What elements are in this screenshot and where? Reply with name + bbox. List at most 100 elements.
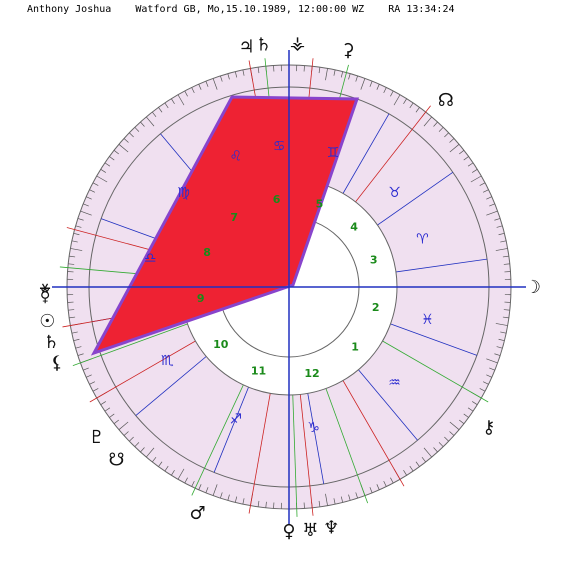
degree-tick (423, 116, 432, 127)
degree-tick (318, 67, 321, 74)
degree-tick (369, 487, 373, 493)
sign-libra: ♎ (144, 250, 157, 266)
degree-tick (134, 127, 140, 132)
sun-icon: ☉ (39, 311, 55, 332)
degree-tick (449, 138, 455, 143)
degree-tick (80, 210, 92, 216)
degree-tick (129, 436, 134, 442)
degree-tick (318, 500, 321, 507)
degree-tick (92, 388, 99, 392)
degree-tick (393, 94, 401, 106)
degree-tick (123, 138, 129, 143)
house-number-9: 9 (197, 292, 205, 305)
degree-tick (92, 182, 99, 186)
degree-tick (191, 480, 195, 487)
degree-tick (68, 263, 75, 265)
degree-tick (433, 121, 438, 127)
degree-tick (340, 496, 344, 503)
degree-tick (500, 331, 507, 334)
degree-tick (433, 447, 438, 453)
house-number-11: 11 (251, 365, 266, 378)
degree-tick (383, 87, 387, 94)
degree-tick (444, 132, 449, 138)
ceres-icon: ⚳ (341, 40, 354, 61)
degree-tick (134, 442, 140, 447)
degree-tick (227, 73, 230, 80)
degree-tick (494, 218, 501, 221)
degree-tick (333, 498, 336, 505)
sign-taurus: ♉ (388, 185, 401, 201)
degree-tick (158, 461, 163, 467)
degree-tick (212, 484, 218, 496)
degree-tick (164, 102, 169, 109)
degree-tick (463, 413, 469, 418)
degree-tick (68, 309, 75, 311)
degree-tick (227, 494, 230, 501)
degree-tick (152, 111, 157, 118)
degree-tick (242, 498, 245, 505)
degree-tick (104, 407, 111, 412)
degree-tick (198, 84, 202, 90)
degree-tick (421, 456, 426, 463)
sign-aries: ♈ (416, 231, 429, 247)
house-number-1: 1 (351, 341, 359, 354)
degree-tick (146, 116, 155, 127)
highlight-polygon (90, 95, 360, 356)
jupiter-icon: ♃ (239, 37, 255, 58)
degree-tick (467, 162, 474, 167)
house-number-2: 2 (372, 301, 380, 314)
degree-tick (409, 102, 414, 109)
saturn-icon: ♄ (43, 332, 59, 353)
degree-tick (458, 419, 465, 424)
degree-tick (495, 323, 508, 326)
degree-tick (220, 75, 223, 82)
degree-tick (100, 401, 107, 405)
degree-tick (184, 90, 188, 97)
moon-icon: ☽ (525, 277, 541, 298)
degree-tick (205, 487, 209, 493)
degree-tick (449, 431, 455, 436)
degree-tick (479, 182, 486, 186)
degree-tick (198, 484, 202, 490)
degree-tick (486, 358, 498, 364)
degree-tick (463, 156, 469, 161)
sign-scorpio: ♏ (161, 353, 174, 369)
zodiac-signs: ♊ ♉ ♈ ♓ ♒ ♑ ♐ ♏ ♎ ♍ ♌ ♋ (144, 138, 434, 435)
degree-tick (482, 189, 489, 193)
degree-tick (113, 150, 120, 155)
house-number-8: 8 (203, 246, 211, 259)
degree-tick (503, 309, 510, 311)
sign-sagittarius: ♐ (230, 412, 243, 428)
degree-tick (444, 436, 449, 442)
sign-pisces: ♓ (421, 312, 434, 328)
planet-glyphs: ♃ ♄ ⚶ ⚳☊☽⚷♅ ♆♀♂☋♇⚸☉♄☿⚹ (39, 33, 541, 542)
degree-tick (449, 421, 460, 430)
degree-tick (75, 346, 82, 349)
degree-tick (498, 338, 505, 342)
degree-tick (355, 492, 358, 499)
sun-node-icon: ☋ (108, 450, 124, 471)
degree-tick (184, 477, 188, 484)
degree-tick (403, 98, 407, 105)
person-name: Anthony Joshua (27, 4, 112, 15)
degree-tick (140, 121, 145, 127)
degree-tick (265, 501, 267, 508)
house-number-7: 7 (230, 211, 238, 224)
degree-tick (86, 374, 92, 378)
sign-capricorn: ♑ (307, 420, 320, 436)
degree-tick (109, 413, 115, 418)
degree-tick (118, 144, 129, 153)
degree-tick (340, 71, 344, 78)
chiron-icon: ⚷ (482, 417, 495, 438)
degree-tick (403, 469, 407, 476)
degree-tick (109, 156, 115, 161)
degree-tick (383, 480, 387, 487)
degree-tick (104, 162, 111, 167)
saturn-icon-top: ♄ (255, 34, 271, 55)
ra-value: RA 13:34:24 (388, 4, 455, 15)
degree-tick (415, 107, 420, 113)
degree-tick (242, 69, 245, 76)
house-number-3: 3 (370, 253, 378, 266)
degree-tick (498, 232, 505, 236)
degree-tick (376, 484, 380, 490)
